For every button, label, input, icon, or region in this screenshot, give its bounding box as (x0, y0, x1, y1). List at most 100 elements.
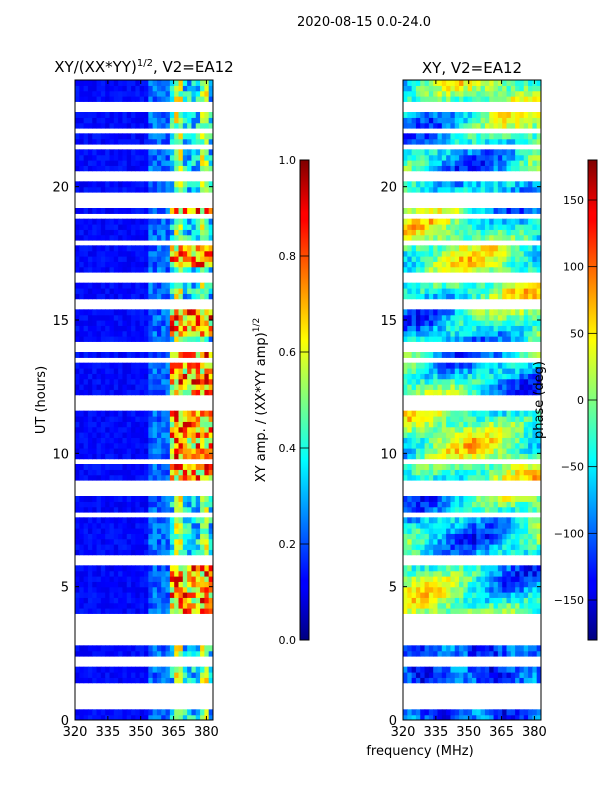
heatmap-cell (204, 506, 210, 513)
heatmap-cell (75, 160, 80, 166)
heatmap-cell (463, 256, 469, 262)
heatmap-cell (152, 570, 158, 577)
heatmap-cell (200, 336, 205, 342)
heatmap-cell (144, 282, 149, 289)
heatmap-cell (152, 245, 158, 252)
heatmap-cell (92, 373, 98, 380)
heatmap-cell (450, 378, 456, 385)
heatmap-cell (446, 389, 452, 396)
heatmap-cell (450, 442, 456, 449)
heatmap-cell (515, 469, 521, 476)
heatmap-cell (510, 181, 516, 188)
heatmap-cell (493, 709, 499, 716)
heatmap-cell (152, 586, 158, 593)
heatmap-cell (83, 378, 89, 385)
heatmap-cell (411, 677, 417, 684)
heatmap-cell (144, 165, 149, 172)
heatmap-cell (484, 266, 490, 273)
heatmap-cell (135, 85, 141, 92)
heatmap-cell (502, 592, 508, 598)
heatmap-cell (113, 165, 119, 172)
heatmap-cell (178, 309, 184, 316)
heatmap-cell (113, 325, 119, 332)
heatmap-cell (519, 186, 525, 193)
heatmap-cell (415, 496, 421, 502)
heatmap-cell (428, 677, 434, 684)
heatmap-cell (161, 336, 167, 342)
heatmap-cell (75, 218, 80, 225)
heatmap-cell (191, 586, 197, 593)
heatmap-cell (484, 181, 490, 188)
heatmap-cell (532, 522, 538, 529)
heatmap-cell (83, 234, 89, 241)
heatmap-cell (182, 234, 188, 241)
heatmap-cell (441, 112, 447, 118)
heatmap-cell (459, 426, 464, 433)
heatmap-cell (523, 464, 529, 470)
heatmap-cell (532, 229, 538, 236)
heatmap-cell (411, 165, 417, 172)
heatmap-cell (463, 421, 469, 428)
heatmap-cell (75, 133, 80, 140)
heatmap-cell (126, 368, 132, 374)
heatmap-cell (100, 416, 106, 422)
heatmap-cell (83, 85, 89, 92)
heatmap-cell (174, 352, 180, 358)
heatmap-cell (407, 496, 413, 502)
heatmap-cell (79, 464, 85, 470)
heatmap-cell (433, 549, 439, 556)
heatmap-cell (165, 266, 171, 273)
heatmap-cell (174, 608, 180, 614)
heatmap-cell (109, 453, 115, 460)
heatmap-cell (135, 410, 141, 417)
heatmap-cell (441, 410, 447, 417)
heatmap-cell (454, 709, 460, 716)
heatmap-cell (148, 474, 154, 481)
heatmap-cell (528, 352, 533, 358)
heatmap-cell (493, 165, 499, 172)
heatmap-cell (480, 709, 486, 716)
heatmap-cell (489, 592, 495, 598)
heatmap-cell (467, 138, 473, 145)
heatmap-cell (187, 85, 193, 92)
heatmap-cell (467, 469, 473, 476)
heatmap-cell (105, 565, 111, 572)
heatmap-cell (165, 234, 171, 241)
heatmap-cell (200, 549, 205, 556)
heatmap-cell (515, 410, 521, 417)
heatmap-cell (411, 266, 417, 273)
heatmap-cell (454, 181, 460, 188)
heatmap-cell (428, 565, 434, 572)
heatmap-cell (109, 650, 115, 657)
heatmap-cell (489, 645, 495, 652)
heatmap-cell (428, 389, 434, 396)
heatmap-cell (476, 586, 482, 593)
heatmap-cell (403, 645, 408, 652)
heatmap-cell (428, 181, 434, 188)
heatmap-cell (178, 80, 184, 86)
heatmap-cell (79, 672, 85, 678)
heatmap-cell (519, 165, 525, 172)
heatmap-cell (79, 533, 85, 540)
heatmap-cell (92, 282, 98, 289)
heatmap-cell (476, 389, 482, 396)
heatmap-cell (178, 160, 184, 166)
heatmap-cell (441, 325, 447, 332)
heatmap-cell (467, 261, 473, 268)
heatmap-cell (515, 186, 521, 193)
heatmap-cell (144, 714, 149, 720)
heatmap-cell (497, 570, 503, 577)
heatmap-cell (463, 474, 469, 481)
heatmap-cell (510, 149, 516, 156)
heatmap-cell (122, 112, 128, 118)
heatmap-cell (161, 266, 167, 273)
heatmap-cell (200, 112, 205, 118)
heatmap-cell (208, 362, 213, 369)
heatmap-cell (87, 250, 93, 257)
heatmap-cell (489, 544, 495, 550)
heatmap-cell (424, 453, 430, 460)
heatmap-cell (161, 437, 167, 444)
heatmap-cell (403, 133, 408, 140)
heatmap-cell (113, 122, 119, 129)
heatmap-cell (187, 208, 193, 214)
